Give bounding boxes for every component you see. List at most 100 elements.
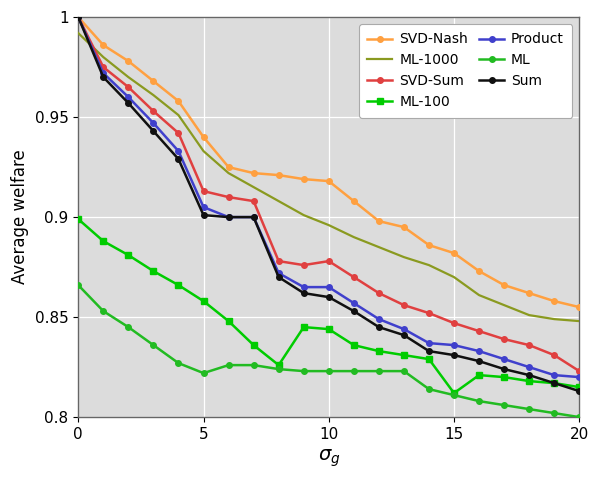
SVD-Nash [225,164,232,170]
Product [400,326,407,332]
ML-1000 [275,198,282,204]
SVD-Sum [300,262,307,268]
ML [526,406,533,412]
Product [451,342,458,348]
Product [300,284,307,290]
ML-100 [250,342,257,348]
SVD-Sum [200,188,207,194]
ML [125,324,132,330]
Sum [275,274,282,280]
SVD-Nash [100,42,107,48]
Sum [551,380,558,386]
SVD-Sum [500,336,508,342]
Sum [475,358,482,364]
Product [551,372,558,378]
SVD-Sum [125,84,132,90]
SVD-Sum [475,328,482,334]
SVD-Nash [500,282,508,288]
ML-100 [551,380,558,386]
SVD-Nash [125,58,132,64]
ML [575,414,583,420]
Legend: SVD-Nash, ML-1000, SVD-Sum, ML-100, Product, ML, Sum: SVD-Nash, ML-1000, SVD-Sum, ML-100, Prod… [359,24,572,118]
ML [375,368,382,374]
SVD-Sum [225,194,232,200]
SVD-Nash [475,268,482,274]
ML [250,362,257,368]
ML-1000 [500,302,508,308]
SVD-Sum [350,274,358,280]
ML-100 [475,372,482,378]
ML [451,392,458,398]
ML-100 [225,318,232,324]
ML-1000 [575,318,583,324]
SVD-Nash [250,170,257,176]
ML-1000 [150,92,157,98]
SVD-Nash [175,98,182,104]
Product [125,94,132,100]
ML [275,366,282,372]
Sum [375,324,382,330]
ML-100 [451,390,458,396]
ML-1000 [475,292,482,298]
ML-100 [325,326,332,332]
Product [350,300,358,306]
ML [500,402,508,408]
ML-100 [575,384,583,390]
ML-1000 [300,212,307,218]
Line: SVD-Nash: SVD-Nash [76,14,582,310]
SVD-Sum [74,14,82,20]
Sum [500,366,508,372]
Line: SVD-Sum: SVD-Sum [76,14,582,374]
Sum [175,156,182,162]
Sum [200,212,207,218]
ML [475,398,482,404]
SVD-Sum [375,290,382,296]
SVD-Nash [400,224,407,230]
Sum [150,128,157,134]
ML [551,410,558,416]
SVD-Sum [526,342,533,348]
ML [400,368,407,374]
ML-1000 [175,112,182,118]
SVD-Sum [575,368,583,374]
Product [225,214,232,220]
Sum [425,348,433,354]
Product [325,284,332,290]
SVD-Nash [74,14,82,20]
ML-1000 [225,170,232,176]
ML-1000 [451,274,458,280]
Line: ML-100: ML-100 [75,216,583,396]
ML-100 [100,238,107,244]
ML [74,282,82,288]
SVD-Nash [575,304,583,310]
Sum [325,294,332,300]
SVD-Nash [150,78,157,84]
Sum [350,308,358,314]
SVD-Sum [175,130,182,136]
ML-100 [150,268,157,274]
ML [225,362,232,368]
ML-100 [526,378,533,384]
ML-1000 [125,74,132,80]
ML-100 [200,298,207,304]
SVD-Sum [325,258,332,264]
SVD-Sum [551,352,558,358]
ML [425,386,433,392]
SVD-Sum [275,258,282,264]
SVD-Nash [275,172,282,178]
ML [100,308,107,314]
Product [475,348,482,354]
ML-100 [125,252,132,258]
X-axis label: $\sigma_g$: $\sigma_g$ [317,447,340,469]
Product [375,316,382,322]
Product [100,70,107,76]
ML-1000 [425,262,433,268]
Product [74,14,82,20]
Sum [225,214,232,220]
ML-100 [400,352,407,358]
Product [175,148,182,154]
Line: ML: ML [76,282,582,420]
Product [250,214,257,220]
ML-1000 [100,54,107,60]
SVD-Nash [325,178,332,184]
